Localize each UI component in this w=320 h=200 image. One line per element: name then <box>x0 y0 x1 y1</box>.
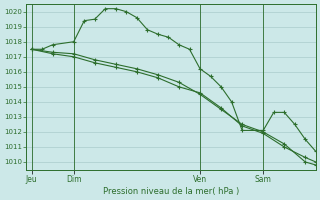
X-axis label: Pression niveau de la mer( hPa ): Pression niveau de la mer( hPa ) <box>103 187 239 196</box>
